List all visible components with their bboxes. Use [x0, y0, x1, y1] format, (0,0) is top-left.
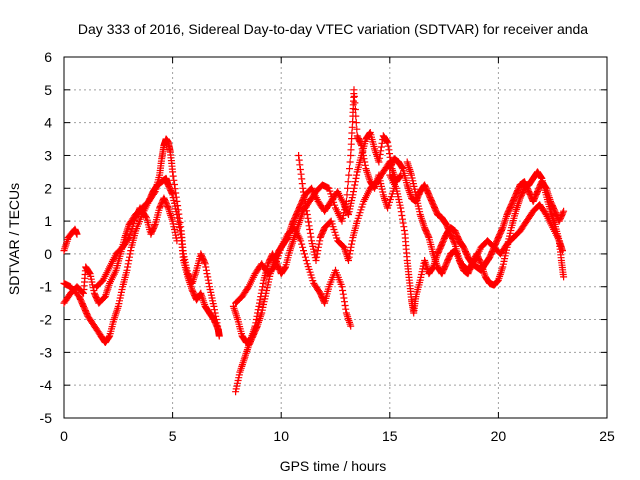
- x-axis: 0 5 10 15 20 25: [60, 57, 615, 444]
- grid-lines: [64, 57, 607, 418]
- y-tick-label: 0: [44, 246, 52, 262]
- x-tick-label: 10: [273, 428, 289, 444]
- series-track-j: [386, 171, 568, 317]
- y-tick-label: 5: [44, 82, 52, 98]
- series-track-a: [60, 225, 81, 255]
- series-track-g: [232, 224, 355, 330]
- y-tick-label: -3: [40, 344, 53, 360]
- data-points: [60, 86, 568, 396]
- series-track-c: [60, 135, 223, 340]
- y-tick-label: -1: [40, 279, 53, 295]
- chart-title: Day 333 of 2016, Sidereal Day-to-day VTE…: [78, 21, 588, 37]
- y-tick-label: 3: [44, 147, 52, 163]
- series-track-k: [403, 158, 566, 278]
- plot-frame: [63, 56, 608, 419]
- x-tick-label: 0: [60, 428, 68, 444]
- y-tick-label: -5: [40, 410, 53, 426]
- y-tick-label: 1: [44, 213, 52, 229]
- x-tick-label: 25: [599, 428, 615, 444]
- series-track-f: [229, 86, 398, 346]
- y-tick-label: -4: [40, 377, 53, 393]
- x-tick-label: 5: [169, 428, 177, 444]
- y-tick-label: 4: [44, 115, 52, 131]
- x-tick-label: 15: [382, 428, 398, 444]
- y-axis-title: SDTVAR / TECUs: [6, 183, 22, 295]
- y-tick-label: -2: [40, 312, 53, 328]
- series-track-h: [295, 152, 394, 264]
- y-tick-label: 2: [44, 180, 52, 196]
- x-tick-label: 20: [491, 428, 507, 444]
- y-tick-label: 6: [44, 49, 52, 65]
- series-track-e: [232, 129, 405, 396]
- series-track-d: [93, 194, 181, 291]
- x-axis-title: GPS time / hours: [280, 458, 387, 474]
- y-axis: -5 -4 -3 -2 -1 0 1 2 3 4 5 6: [40, 49, 607, 426]
